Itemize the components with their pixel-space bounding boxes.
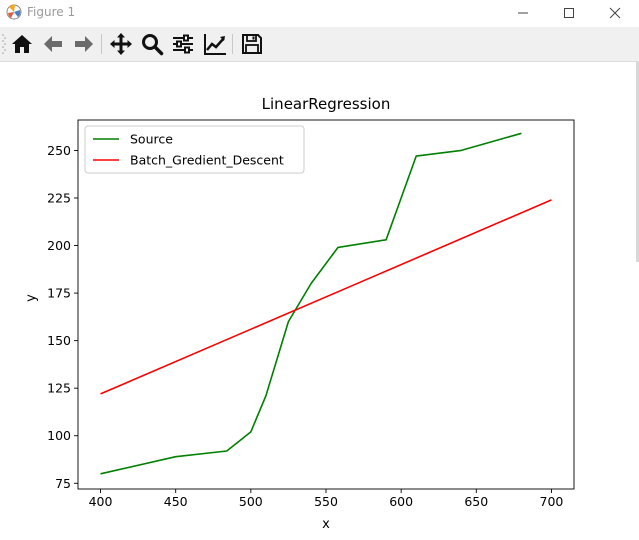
y-tick-label: 250 [47,143,71,158]
save-button[interactable] [239,31,265,57]
arrow-left-icon [44,36,62,52]
sliders-icon [173,34,193,54]
minimize-button[interactable] [500,0,546,26]
line-chart-icon [204,34,226,55]
maximize-button[interactable] [546,0,592,26]
maximize-icon [564,8,574,18]
y-tick-label: 125 [47,381,71,396]
minimize-icon [518,12,528,14]
window-title: Figure 1 [27,5,76,19]
series-line-source [100,132,522,475]
y-tick-label: 150 [47,333,71,348]
forward-button[interactable] [71,31,97,57]
x-axis-label: x [322,517,330,532]
y-tick-label: 100 [47,428,71,443]
x-tick-label: 550 [314,494,338,509]
arrow-right-icon [75,36,93,52]
chart-title: LinearRegression [262,95,391,113]
y-tick-label: 175 [47,286,71,301]
navigation-toolbar [0,27,639,62]
y-axis-label: y [24,294,39,302]
move-icon [110,33,132,55]
legend-box [84,125,305,174]
x-tick-label: 650 [464,494,488,509]
figure-canvas[interactable]: LinearRegression 400 450 500 550 600 650 700 75… [0,62,639,540]
matplotlib-logo-icon [6,4,22,20]
toolbar-separator [101,34,102,54]
x-tick-label: 500 [239,494,263,509]
close-button[interactable] [592,0,638,26]
zoom-button[interactable] [139,31,165,57]
y-tick-label: 75 [55,476,71,491]
y-tick-label: 225 [47,190,71,205]
edit-axis-button[interactable] [202,31,228,57]
x-tick-label: 450 [164,494,188,509]
toolbar-separator [232,34,233,54]
toolbar-grip[interactable] [2,32,6,56]
x-tick-label: 700 [540,494,564,509]
back-button[interactable] [40,31,66,57]
configure-subplots-button[interactable] [170,31,196,57]
pan-button[interactable] [108,31,134,57]
window-edge [636,62,639,262]
close-icon [609,7,621,19]
magnifier-icon [142,34,164,56]
floppy-disk-icon [242,34,262,54]
legend-label: Source [130,132,173,147]
window-titlebar: Figure 1 [0,0,639,26]
line-chart: LinearRegression 400 450 500 550 600 650 700 75… [0,62,639,540]
x-tick-label: 400 [89,494,113,509]
x-tick-label: 600 [389,494,413,509]
home-button[interactable] [9,31,35,57]
y-tick-label: 200 [47,238,71,253]
legend-label: Batch_Gredient_Descent [130,153,284,168]
series-line-batch-gradient-descent [100,199,552,395]
home-icon [12,35,32,53]
